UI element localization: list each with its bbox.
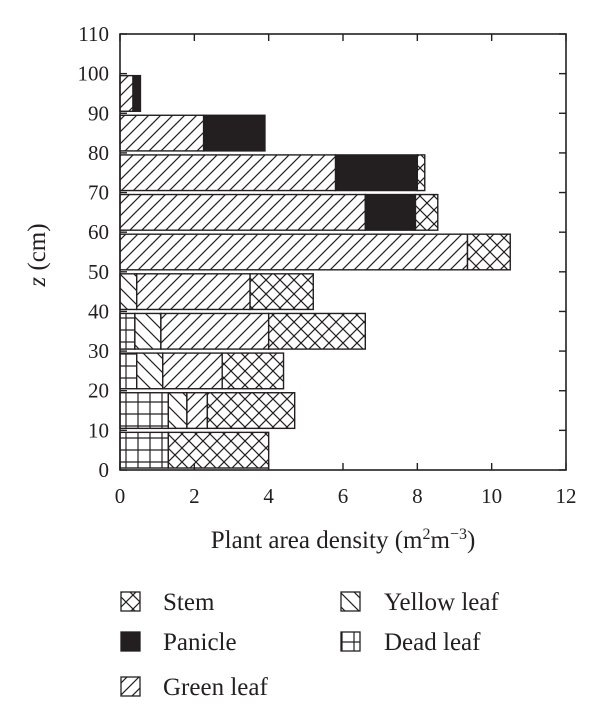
legend-item-yellow-leaf: Yellow leaf	[340, 589, 499, 616]
bar-segment-green-leaf-30-40	[160, 312, 270, 350]
x-tick-label: 0	[115, 484, 126, 508]
bar-segment-stem-70-80	[416, 154, 426, 192]
y-axis-ticks: 0 10 20 30 40 50 60 70 80 90 100 110	[78, 22, 566, 482]
bar-segment-yellow-leaf-40-50	[119, 273, 138, 311]
bar-segment-green-leaf-80-90	[119, 114, 205, 152]
y-tick-label: 10	[88, 418, 109, 442]
bar-segment-stem-20-30	[221, 352, 285, 390]
bar-segment-green-leaf-10-20	[186, 392, 209, 430]
y-tick-label: 0	[99, 458, 110, 482]
y-axis-title-rest: (cm)	[24, 223, 51, 276]
bar-segment-stem-60-70	[414, 193, 439, 231]
bar-segment-stem-30-40	[267, 312, 366, 350]
bar-segment-panicle-80-90	[202, 114, 266, 152]
y-tick-label: 110	[78, 22, 109, 46]
bar-segment-panicle-70-80	[334, 154, 419, 192]
legend-label-dead-leaf: Dead leaf	[384, 629, 481, 656]
y-tick-label: 60	[88, 220, 109, 244]
legend-item-green-leaf: Green leaf	[120, 674, 268, 701]
y-tick-label: 100	[78, 62, 110, 86]
bar-segment-yellow-leaf-30-40	[134, 312, 162, 350]
x-tick-label: 8	[412, 484, 423, 508]
y-tick-label: 50	[88, 260, 109, 284]
legend: Stem Panicle Green leaf Yellow leaf Dead…	[120, 589, 499, 701]
x-tick-label: 12	[556, 484, 577, 508]
bar-segment-green-leaf-60-70	[119, 193, 367, 231]
legend-swatch-dead-leaf	[340, 631, 361, 652]
x-axis-title-base: Plant area density (m	[211, 527, 423, 554]
y-axis-title: z (cm)	[24, 223, 51, 287]
x-axis-ticks: 0 2 4 6 8 10 12	[115, 34, 577, 508]
bar-segment-panicle-60-70	[364, 193, 417, 231]
bar-segment-stem-10-20	[206, 392, 296, 430]
x-tick-label: 4	[263, 484, 274, 508]
y-axis-title-italic: z	[24, 277, 51, 288]
legend-label-yellow-leaf: Yellow leaf	[384, 589, 499, 616]
x-tick-label: 6	[338, 484, 349, 508]
y-tick-label: 80	[88, 141, 109, 165]
bar-segment-green-leaf-40-50	[136, 273, 251, 311]
legend-item-stem: Stem	[120, 589, 215, 616]
bar-segment-green-leaf-20-30	[162, 352, 223, 390]
y-tick-label: 90	[88, 101, 109, 125]
legend-swatch-green-leaf	[120, 676, 141, 697]
legend-item-dead-leaf: Dead leaf	[340, 629, 481, 656]
bar-segment-dead-leaf-20-30	[119, 352, 138, 390]
legend-label-green-leaf: Green leaf	[163, 674, 268, 701]
y-tick-label: 70	[88, 181, 109, 205]
bar-segment-dead-leaf-30-40	[119, 312, 136, 350]
y-tick-label: 40	[88, 299, 109, 323]
bar-segment-green-leaf-70-80	[119, 154, 337, 192]
bars-layer	[119, 74, 511, 469]
legend-label-panicle: Panicle	[163, 629, 237, 656]
y-tick-label: 20	[88, 379, 109, 403]
x-tick-label: 10	[481, 484, 502, 508]
legend-label-stem: Stem	[163, 589, 215, 616]
legend-swatch-panicle	[120, 631, 141, 652]
bar-segment-green-leaf-50-60	[119, 233, 469, 271]
legend-swatch-yellow-leaf	[340, 591, 361, 612]
x-axis-title: Plant area density (m2m−3)	[211, 526, 476, 554]
bar-segment-stem-40-50	[249, 273, 314, 311]
x-axis-title-end: )	[467, 527, 475, 554]
bar-segment-stem-50-60	[466, 233, 511, 271]
legend-item-panicle: Panicle	[120, 629, 237, 656]
x-axis-title-sup1: 2	[422, 526, 430, 543]
y-tick-label: 30	[88, 339, 109, 363]
x-axis-title-mid: m	[430, 527, 450, 554]
x-axis-title-sup2: −3	[450, 526, 467, 543]
bar-segment-yellow-leaf-10-20	[167, 392, 188, 430]
legend-swatch-stem	[120, 591, 141, 612]
bar-segment-dead-leaf-0-10	[119, 431, 170, 469]
x-tick-label: 2	[189, 484, 200, 508]
bar-segment-green-leaf-90-100	[119, 74, 134, 112]
bar-segment-stem-0-10	[167, 431, 270, 469]
bar-segment-yellow-leaf-20-30	[136, 352, 164, 390]
bar-segment-dead-leaf-10-20	[119, 392, 170, 430]
bar-segment-panicle-90-100	[132, 74, 142, 112]
